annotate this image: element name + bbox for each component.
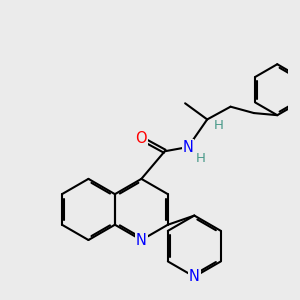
Text: H: H xyxy=(196,152,206,165)
Text: N: N xyxy=(136,232,147,247)
Text: N: N xyxy=(189,269,200,284)
Text: N: N xyxy=(183,140,194,154)
Text: H: H xyxy=(214,119,224,132)
Text: O: O xyxy=(136,131,147,146)
